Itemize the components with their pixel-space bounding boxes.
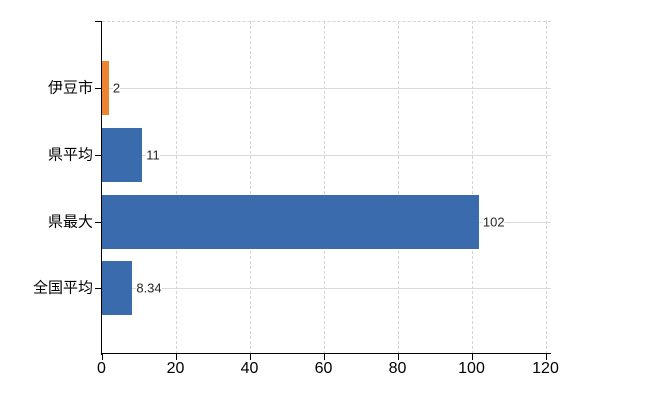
h-gridline: [101, 88, 551, 89]
x-tick-label: 80: [388, 360, 407, 377]
y-tick: [95, 221, 101, 223]
x-tick: [175, 354, 177, 360]
x-tick: [249, 354, 251, 360]
x-tick: [101, 354, 103, 360]
x-tick: [397, 354, 399, 360]
value-label: 8.34: [136, 280, 162, 296]
y-tick: [95, 88, 101, 89]
bar-県最大: [101, 194, 479, 249]
bar-全国平均: [101, 261, 133, 316]
x-tick-label: 40: [240, 360, 259, 377]
x-tick-label: 100: [458, 360, 485, 377]
y-tick: [95, 288, 101, 290]
bar-伊豆市: [101, 61, 109, 115]
value-label: 11: [146, 147, 160, 163]
x-tick-label: 20: [166, 360, 185, 377]
y-tick: [95, 154, 101, 156]
v-gridline: [545, 21, 547, 354]
category-label-県最大: 県最大: [47, 213, 93, 231]
x-tick-label: 0: [97, 360, 106, 377]
v-gridline: [249, 21, 251, 354]
x-tick: [323, 354, 325, 360]
category-label-伊豆市: 伊豆市: [47, 79, 93, 97]
bar-県平均: [101, 127, 143, 182]
category-label-全国平均: 全国平均: [32, 279, 93, 297]
h-gridline: [101, 154, 551, 156]
x-tick: [545, 354, 547, 360]
v-gridline: [323, 21, 325, 354]
v-gridline: [471, 21, 473, 354]
value-label: 102: [482, 214, 505, 230]
value-label: 2: [112, 80, 121, 96]
h-gridline: [101, 288, 551, 290]
v-gridline: [175, 21, 177, 354]
x-tick-label: 60: [314, 360, 333, 377]
x-tick-label: 120: [532, 360, 559, 377]
y-axis-line: [101, 21, 102, 355]
plot-top-border: [101, 21, 551, 22]
category-label-県平均: 県平均: [47, 146, 93, 164]
y-axis-end-tick: [95, 21, 101, 22]
x-axis-line: [101, 353, 551, 354]
v-gridline: [397, 21, 399, 354]
x-tick: [471, 354, 473, 360]
